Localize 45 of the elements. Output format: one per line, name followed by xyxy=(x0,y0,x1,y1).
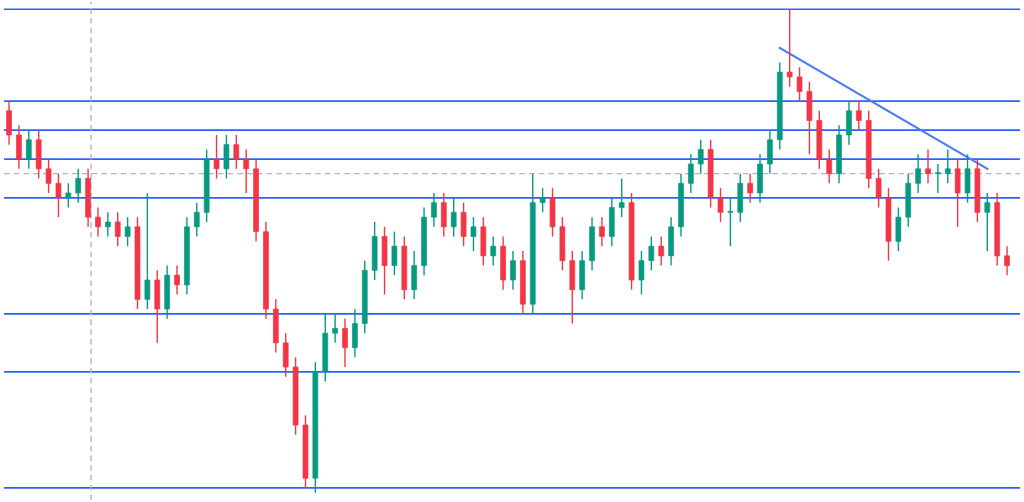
candlestick xyxy=(935,163,941,194)
candlestick xyxy=(786,8,793,88)
candlestick xyxy=(45,158,52,194)
candlestick xyxy=(510,250,516,291)
candlestick xyxy=(1004,245,1010,276)
candlestick xyxy=(124,216,131,247)
candlestick xyxy=(796,66,803,102)
candlestick xyxy=(856,100,862,131)
candlestick xyxy=(638,250,645,296)
candlestick xyxy=(727,197,734,247)
candlestick xyxy=(65,182,72,209)
candlestick xyxy=(697,139,704,175)
candlestick xyxy=(55,172,62,218)
candlestick xyxy=(826,148,833,185)
candlestick xyxy=(490,235,497,267)
candlestick xyxy=(243,148,250,194)
candlestick xyxy=(95,206,101,238)
candlestick xyxy=(114,211,121,247)
candlestick xyxy=(470,216,477,252)
candlestick xyxy=(688,153,694,194)
candlestick xyxy=(717,187,724,223)
candlestick xyxy=(193,201,200,238)
candlestick xyxy=(984,192,991,252)
candlestick xyxy=(747,172,753,204)
candlestick xyxy=(25,129,32,170)
candlestick xyxy=(431,192,437,228)
candlestick xyxy=(342,317,348,368)
candlestick xyxy=(174,264,180,296)
candlestick xyxy=(539,187,546,214)
candlestick xyxy=(648,235,655,272)
candlestick xyxy=(875,168,882,209)
candlestick xyxy=(658,235,665,267)
candlestick xyxy=(105,211,111,238)
candlestick xyxy=(925,148,931,185)
candlestick xyxy=(915,153,921,194)
candlestick xyxy=(332,313,338,344)
candlestick xyxy=(450,197,457,238)
candlestick xyxy=(233,134,240,170)
candlestick xyxy=(944,148,951,185)
candlestick xyxy=(144,192,151,310)
candlestick xyxy=(75,168,82,204)
candlestick xyxy=(213,134,220,180)
candlestick xyxy=(618,177,625,218)
candlestick xyxy=(391,230,398,276)
candlestick xyxy=(599,216,605,247)
